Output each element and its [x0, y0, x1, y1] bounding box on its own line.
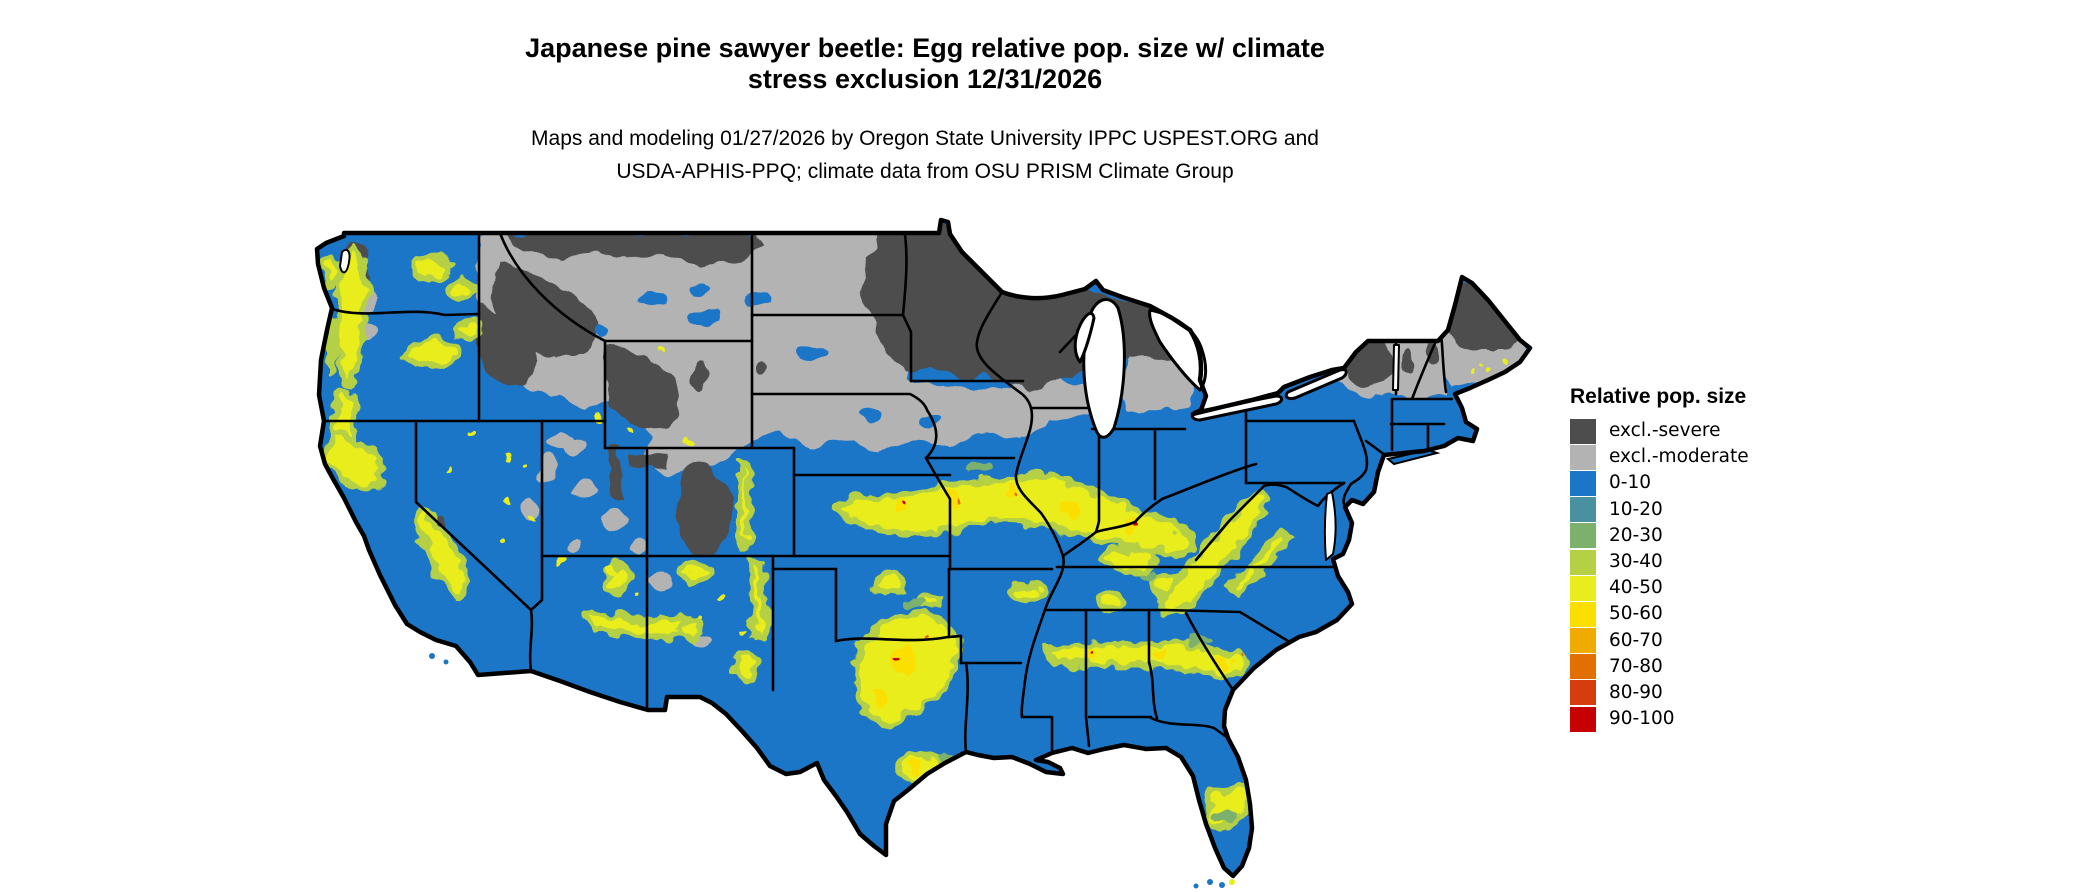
legend-item-label: 50-60	[1609, 603, 1663, 625]
legend-item-label: 20-30	[1609, 524, 1663, 546]
legend-item: 50-60	[1570, 601, 1749, 627]
legend-item-label: excl.-severe	[1609, 420, 1721, 442]
legend-item: excl.-severe	[1570, 418, 1749, 444]
legend-item: 70-80	[1570, 654, 1749, 680]
legend-swatch	[1570, 575, 1596, 601]
legend-item-label: 10-20	[1609, 498, 1663, 520]
legend: Relative pop. size excl.-severe excl.-mod…	[1570, 386, 1749, 732]
legend-item: 80-90	[1570, 680, 1749, 706]
legend-swatch	[1570, 470, 1596, 496]
legend-item-label: 80-90	[1609, 681, 1663, 703]
legend-swatch	[1570, 654, 1596, 680]
legend-item: 0-10	[1570, 470, 1749, 496]
legend-swatch	[1570, 706, 1596, 732]
state-borders	[322, 220, 1454, 754]
legend-swatch	[1570, 497, 1596, 523]
map-layer-green-fringe	[903, 462, 1237, 822]
legend-item-label: 30-40	[1609, 551, 1663, 573]
legend-swatch	[1570, 523, 1596, 549]
legend-swatch	[1570, 418, 1596, 444]
page-title: Japanese pine sawyer beetle: Egg relativ…	[0, 33, 1850, 95]
title-line-1: Japanese pine sawyer beetle: Egg relativ…	[525, 33, 1325, 63]
legend-swatch	[1570, 444, 1596, 470]
legend-item: excl.-moderate	[1570, 444, 1749, 470]
legend-item: 60-70	[1570, 628, 1749, 654]
header: Japanese pine sawyer beetle: Egg relativ…	[0, 0, 1850, 188]
legend-swatch	[1570, 628, 1596, 654]
legend-item-label: 70-80	[1609, 655, 1663, 677]
legend-item-label: 60-70	[1609, 629, 1663, 651]
legend-item-label: excl.-moderate	[1609, 446, 1749, 468]
subtitle-line-1: Maps and modeling 01/27/2026 by Oregon S…	[531, 127, 1319, 150]
legend-items: excl.-severe excl.-moderate 0-10 10-20 20-30…	[1570, 418, 1749, 732]
legend-item: 10-20	[1570, 497, 1749, 523]
legend-swatch	[1570, 601, 1596, 627]
map-layer-yellow-specks	[447, 349, 1508, 633]
legend-swatch	[1570, 549, 1596, 575]
map-layer-population	[320, 245, 1508, 830]
legend-item-label: 40-50	[1609, 577, 1663, 599]
legend-title: Relative pop. size	[1570, 385, 1747, 408]
legend-item: 90-100	[1570, 706, 1749, 732]
legend-item: 40-50	[1570, 575, 1749, 601]
page-subtitle: Maps and modeling 01/27/2026 by Oregon S…	[0, 122, 1850, 188]
legend-item-label: 90-100	[1609, 708, 1675, 730]
title-line-2: stress exclusion 12/31/2026	[747, 64, 1103, 94]
legend-item-label: 0-10	[1609, 472, 1651, 494]
great-lakes	[339, 248, 1400, 561]
subtitle-line-2: USDA-APHIS-PPQ; climate data from OSU PR…	[616, 160, 1234, 183]
legend-swatch	[1570, 680, 1596, 706]
legend-item: 20-30	[1570, 523, 1749, 549]
legend-item: 30-40	[1570, 549, 1749, 575]
